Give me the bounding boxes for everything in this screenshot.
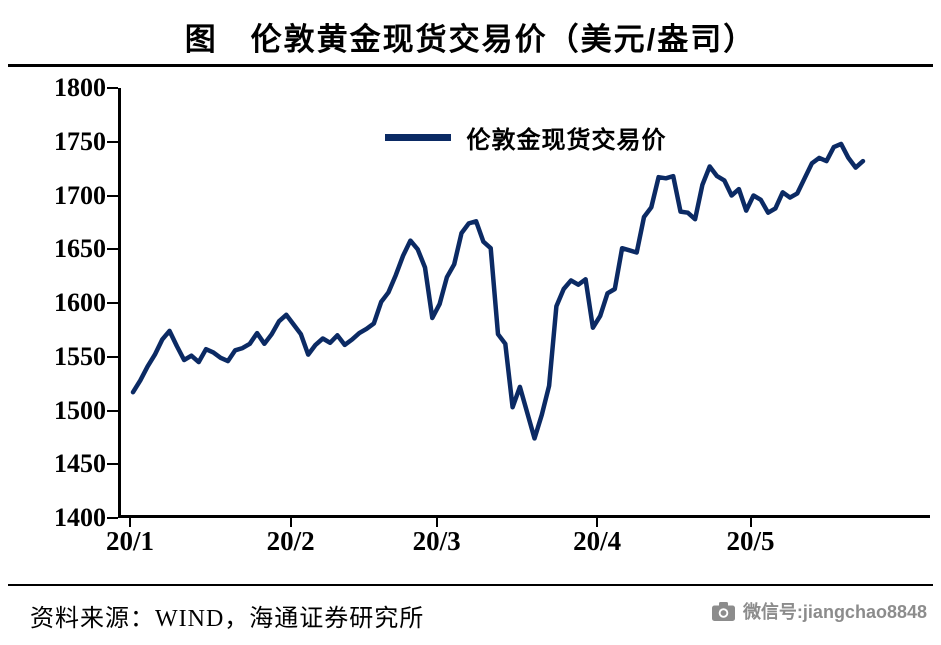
y-axis-label: 1750 [54,126,106,156]
y-axis-label: 1650 [54,234,106,264]
legend-line-swatch [384,134,451,141]
price-line [130,141,866,441]
y-axis-tick [107,517,118,519]
y-axis-label: 1400 [54,503,106,532]
y-axis-label: 1600 [54,288,106,317]
y-axis-tick [107,302,118,304]
x-axis-tick [749,518,752,527]
y-axis-label: 1550 [54,341,106,371]
y-axis-tick [107,248,118,251]
x-axis-label: 20/1 [105,526,154,556]
x-axis-tick [289,518,292,527]
x-axis-label: 20/2 [266,526,315,556]
y-axis-tick [107,463,118,466]
plot-area: 伦敦金现货交易价 [118,88,930,518]
x-axis-tick [596,518,599,527]
y-axis-tick [107,87,118,89]
legend-label: 伦敦金现货交易价 [466,127,667,154]
y-axis-label: 1450 [54,449,106,479]
y-axis-tick [107,194,118,197]
chart-title: 图 伦敦黄金现货交易价（美元/盎司） [184,22,757,57]
source-text: 资料来源：WIND，海通证券研究所 [30,606,425,632]
x-axis-label: 20/4 [573,526,622,556]
x-axis-label: 20/5 [726,526,775,556]
title-divider [8,64,933,67]
footer-divider [8,584,933,586]
y-axis-label: 1800 [54,73,106,102]
x-axis-tick [435,518,438,527]
wechat-badge: 微信号:jiangchao8848 [711,598,927,624]
price-line-chart [130,141,866,441]
x-axis-label: 20/3 [412,526,461,556]
y-axis-label: 1500 [54,395,106,425]
y-axis-tick [107,409,118,412]
y-axis-label: 1700 [54,180,106,210]
wechat-id: 微信号:jiangchao8848 [742,602,927,622]
y-axis-tick [107,355,118,358]
legend: 伦敦金现货交易价 [121,120,930,155]
camera-icon [711,601,735,621]
x-axis-tick [129,518,131,527]
y-axis-tick [107,140,118,143]
